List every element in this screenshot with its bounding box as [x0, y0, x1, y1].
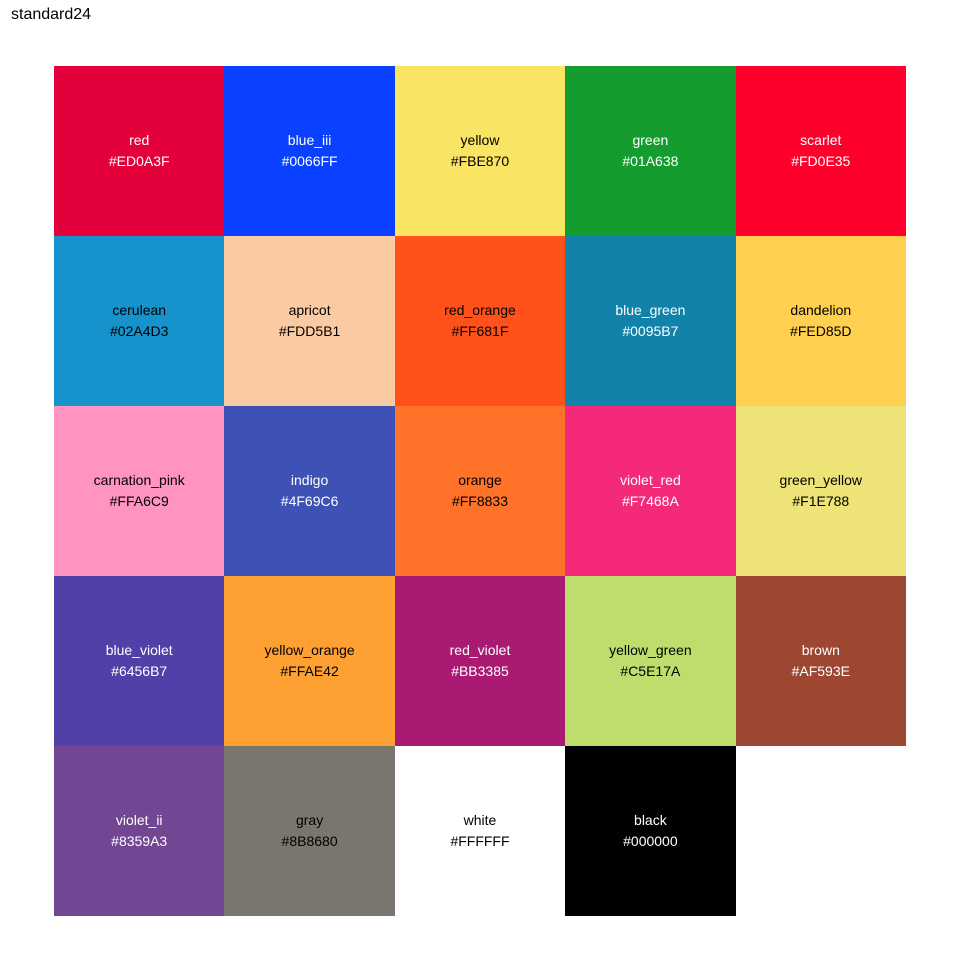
swatch-name: cerulean	[112, 302, 167, 318]
swatch-tile-violet_ii: violet_ii #8359A3	[54, 746, 225, 916]
swatch-tile-scarlet: scarlet #FD0E35	[735, 66, 906, 236]
swatch-hex: #ED0A3F	[108, 153, 170, 169]
swatch-hex: #AF593E	[791, 663, 850, 679]
swatch-hex: #BB3385	[451, 663, 509, 679]
swatch-name: yellow_orange	[264, 642, 355, 658]
swatch-hex: #8359A3	[111, 833, 168, 849]
swatch-hex: #FFA6C9	[109, 493, 169, 509]
swatch-name: gray	[295, 812, 324, 828]
swatch-name: carnation_pink	[93, 472, 185, 488]
swatch-name: white	[463, 812, 497, 828]
swatch-grid: red #ED0A3F blue_iii #0066FF yellow #FBE870 gr…	[54, 66, 906, 916]
swatch-name: violet_ii	[115, 812, 163, 828]
swatch-hex: #FFFFFF	[450, 833, 510, 849]
swatch-hex: #FBE870	[450, 153, 510, 169]
swatch-name: apricot	[288, 302, 331, 318]
swatch-tile-red_violet: red_violet #BB3385	[394, 576, 566, 746]
swatch-name: blue_violet	[105, 642, 173, 658]
swatch-hex: #FF681F	[451, 323, 509, 339]
swatch-tile-cerulean: cerulean #02A4D3	[54, 236, 225, 406]
swatch-name: red_orange	[444, 302, 516, 318]
swatch-hex: #F1E788	[792, 493, 850, 509]
swatch-name: yellow	[460, 132, 500, 148]
swatch-hex: #FDD5B1	[278, 323, 341, 339]
swatch-hex: #0095B7	[622, 323, 679, 339]
swatch-tile-red_orange: red_orange #FF681F	[394, 236, 566, 406]
swatch-tile-orange: orange #FF8833	[394, 406, 566, 576]
swatch-hex: #000000	[623, 833, 678, 849]
swatch-tile-brown: brown #AF593E	[735, 576, 906, 746]
swatch-hex: #0066FF	[281, 153, 338, 169]
swatch-hex: #FED85D	[790, 323, 852, 339]
swatch-tile-green_yellow: green_yellow #F1E788	[735, 406, 906, 576]
swatch-hex: #FD0E35	[791, 153, 851, 169]
swatch-hex: #4F69C6	[280, 493, 339, 509]
swatch-hex: #C5E17A	[620, 663, 681, 679]
swatch-tile-indigo: indigo #4F69C6	[224, 406, 395, 576]
swatch-name: brown	[801, 642, 840, 658]
chart-title: standard24	[11, 6, 92, 23]
swatch-tile-blue_green: blue_green #0095B7	[565, 236, 736, 406]
swatch-tile-violet_red: violet_red #F7468A	[565, 406, 736, 576]
swatch-tile-gray: gray #8B8680	[224, 746, 395, 916]
swatch-name: yellow_green	[609, 642, 692, 658]
swatch-hex: #6456B7	[111, 663, 168, 679]
swatch-tile-blue_iii: blue_iii #0066FF	[224, 66, 395, 236]
swatch-tile-dandelion: dandelion #FED85D	[735, 236, 906, 406]
swatch-name: red_violet	[449, 642, 511, 658]
swatch-tile-yellow_green: yellow_green #C5E17A	[565, 576, 736, 746]
swatch-name: dandelion	[790, 302, 852, 318]
swatch-tile-blue_violet: blue_violet #6456B7	[54, 576, 225, 746]
swatch-name: orange	[458, 472, 502, 488]
swatch-name: green_yellow	[779, 472, 863, 488]
swatch-hex: #01A638	[622, 153, 679, 169]
swatch-tile-white: white #FFFFFF	[394, 746, 566, 916]
swatch-hex: #02A4D3	[110, 323, 169, 339]
swatch-hex: #FF8833	[451, 493, 509, 509]
swatch-hex: #F7468A	[621, 493, 679, 509]
swatch-name: blue_iii	[287, 132, 332, 148]
swatch-name: violet_red	[620, 472, 681, 488]
swatch-hex: #8B8680	[281, 833, 338, 849]
swatch-tile-yellow: yellow #FBE870	[394, 66, 566, 236]
swatch-tile-yellow_orange: yellow_orange #FFAE42	[224, 576, 395, 746]
swatch-name: blue_green	[615, 302, 686, 318]
swatch-tile-black: black #000000	[565, 746, 736, 916]
swatch-tile-green: green #01A638	[565, 66, 736, 236]
swatch-name: red	[129, 132, 150, 148]
swatch-name: black	[634, 812, 667, 828]
swatch-name: scarlet	[800, 132, 842, 148]
swatch-name: green	[632, 132, 669, 148]
swatch-tile-carnation_pink: carnation_pink #FFA6C9	[54, 406, 225, 576]
swatch-tile-red: red #ED0A3F	[54, 66, 225, 236]
swatch-hex: #FFAE42	[280, 663, 339, 679]
swatch-tile-apricot: apricot #FDD5B1	[224, 236, 395, 406]
swatch-name: indigo	[290, 472, 329, 488]
